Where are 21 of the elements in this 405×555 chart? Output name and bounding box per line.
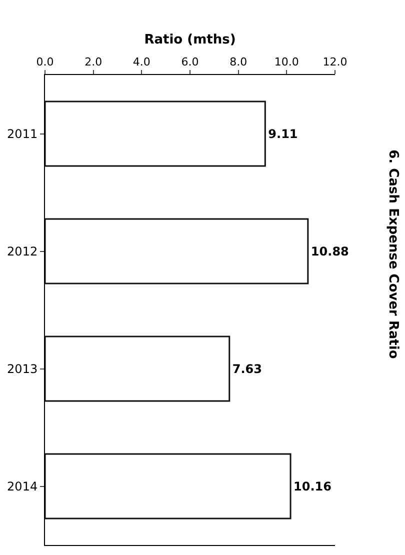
bar (45, 218, 309, 284)
y-tick-label: 2013 (7, 362, 38, 376)
data-label: 9.11 (268, 126, 298, 141)
x-tick-label: 4.0 (132, 56, 150, 69)
x-tick-label: 6.0 (181, 56, 199, 69)
y-tick-label: 2011 (7, 126, 38, 141)
x-tick-label: 2.0 (84, 56, 102, 69)
bar (45, 100, 266, 167)
text: 6. Cash Expense Cover Ratio (386, 150, 401, 359)
x-tick-label: 8.0 (230, 56, 248, 69)
data-label: 10.88 (310, 244, 349, 258)
data-label: 7.63 (232, 362, 262, 376)
x-axis-title: Ratio (mths) (144, 32, 236, 48)
x-tick-label: 12.0 (322, 56, 348, 69)
y-tick-label: 2014 (7, 479, 38, 494)
bar (45, 453, 292, 520)
x-tick-label: 10.0 (274, 56, 299, 69)
y-tick-label: 2012 (7, 244, 38, 258)
bar (45, 336, 230, 402)
data-label: 10.16 (294, 479, 332, 494)
x-tick-label: 0.0 (36, 56, 54, 69)
